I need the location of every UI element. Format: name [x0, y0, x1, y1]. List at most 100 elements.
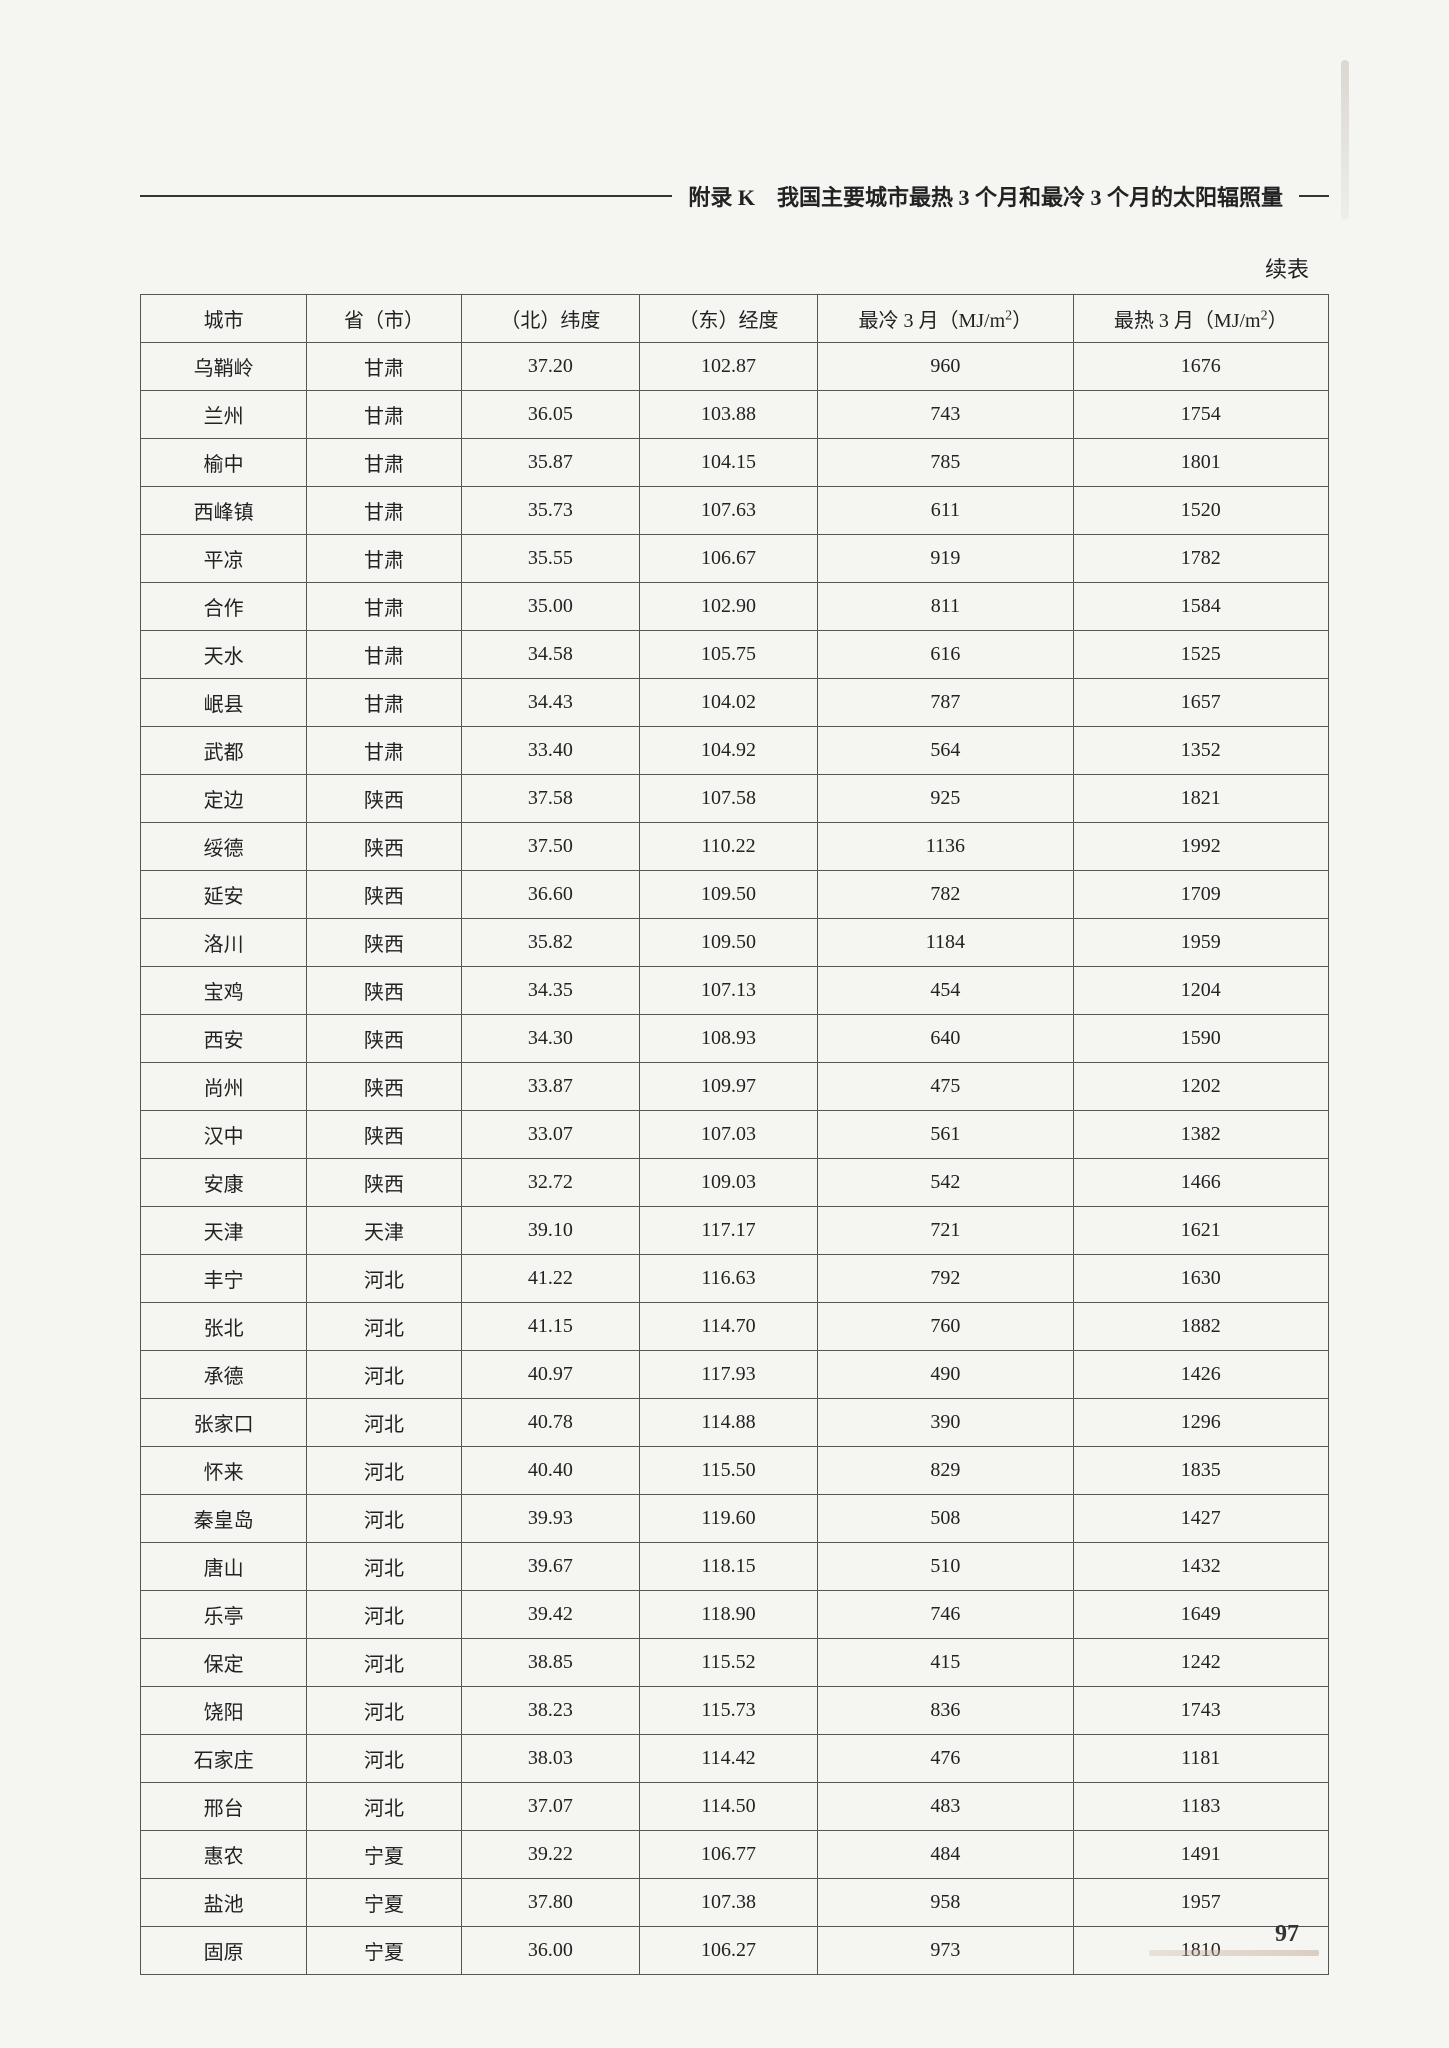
table-cell-hot: 1835: [1073, 1447, 1328, 1495]
table-cell-lat: 37.80: [461, 1879, 639, 1927]
table-cell-province: 甘肃: [307, 439, 461, 487]
column-header-coldest: 最冷 3 月（MJ/m2）: [818, 295, 1073, 343]
table-row: 张家口河北40.78114.883901296: [141, 1399, 1329, 1447]
table-row: 西峰镇甘肃35.73107.636111520: [141, 487, 1329, 535]
table-row: 兰州甘肃36.05103.887431754: [141, 391, 1329, 439]
table-cell-hot: 1801: [1073, 439, 1328, 487]
table-cell-lon: 108.93: [639, 1015, 817, 1063]
table-cell-province: 宁夏: [307, 1879, 461, 1927]
table-cell-hot: 1525: [1073, 631, 1328, 679]
table-cell-cold: 616: [818, 631, 1073, 679]
table-cell-cold: 811: [818, 583, 1073, 631]
table-cell-lon: 119.60: [639, 1495, 817, 1543]
table-cell-province: 河北: [307, 1543, 461, 1591]
table-row: 怀来河北40.40115.508291835: [141, 1447, 1329, 1495]
table-cell-city: 武都: [141, 727, 307, 775]
table-cell-province: 陕西: [307, 1063, 461, 1111]
table-cell-hot: 1520: [1073, 487, 1328, 535]
table-cell-lon: 114.42: [639, 1735, 817, 1783]
table-cell-cold: 1136: [818, 823, 1073, 871]
page-number-decoration: [1149, 1950, 1319, 1956]
table-cell-lat: 39.10: [461, 1207, 639, 1255]
table-cell-province: 河北: [307, 1735, 461, 1783]
table-cell-lon: 115.52: [639, 1639, 817, 1687]
table-cell-cold: 721: [818, 1207, 1073, 1255]
table-cell-province: 甘肃: [307, 583, 461, 631]
table-cell-city: 合作: [141, 583, 307, 631]
table-cell-lat: 37.20: [461, 343, 639, 391]
table-cell-city: 西峰镇: [141, 487, 307, 535]
table-cell-province: 甘肃: [307, 535, 461, 583]
table-cell-lat: 40.40: [461, 1447, 639, 1495]
table-cell-city: 宝鸡: [141, 967, 307, 1015]
table-cell-hot: 1959: [1073, 919, 1328, 967]
page-number: 97: [1275, 1921, 1299, 1948]
table-cell-lat: 33.07: [461, 1111, 639, 1159]
table-cell-city: 洛川: [141, 919, 307, 967]
table-cell-hot: 1427: [1073, 1495, 1328, 1543]
table-cell-lon: 104.92: [639, 727, 817, 775]
table-cell-city: 张北: [141, 1303, 307, 1351]
table-cell-province: 甘肃: [307, 727, 461, 775]
table-cell-lon: 107.03: [639, 1111, 817, 1159]
solar-radiation-table: 城市 省（市） （北）纬度 （东）经度 最冷 3 月（MJ/m2） 最热 3 月…: [140, 294, 1329, 1975]
table-cell-city: 饶阳: [141, 1687, 307, 1735]
table-header-row: 城市 省（市） （北）纬度 （东）经度 最冷 3 月（MJ/m2） 最热 3 月…: [141, 295, 1329, 343]
table-row: 石家庄河北38.03114.424761181: [141, 1735, 1329, 1783]
table-cell-city: 榆中: [141, 439, 307, 487]
table-cell-lon: 114.70: [639, 1303, 817, 1351]
table-cell-hot: 1202: [1073, 1063, 1328, 1111]
table-cell-hot: 1584: [1073, 583, 1328, 631]
table-cell-lat: 36.05: [461, 391, 639, 439]
binding-edge-decoration: [1341, 60, 1349, 220]
table-cell-lat: 39.93: [461, 1495, 639, 1543]
table-row: 饶阳河北38.23115.738361743: [141, 1687, 1329, 1735]
table-cell-lat: 40.97: [461, 1351, 639, 1399]
table-cell-cold: 454: [818, 967, 1073, 1015]
table-cell-city: 岷县: [141, 679, 307, 727]
table-cell-province: 陕西: [307, 1015, 461, 1063]
table-cell-city: 惠农: [141, 1831, 307, 1879]
table-cell-province: 陕西: [307, 919, 461, 967]
table-cell-lon: 114.50: [639, 1783, 817, 1831]
table-cell-lon: 109.50: [639, 871, 817, 919]
table-cell-cold: 960: [818, 343, 1073, 391]
table-cell-city: 天水: [141, 631, 307, 679]
table-cell-province: 陕西: [307, 775, 461, 823]
table-cell-lat: 37.50: [461, 823, 639, 871]
column-header-city: 城市: [141, 295, 307, 343]
table-cell-city: 怀来: [141, 1447, 307, 1495]
table-cell-cold: 490: [818, 1351, 1073, 1399]
table-cell-lat: 39.67: [461, 1543, 639, 1591]
table-row: 乐亭河北39.42118.907461649: [141, 1591, 1329, 1639]
table-cell-cold: 483: [818, 1783, 1073, 1831]
table-cell-city: 延安: [141, 871, 307, 919]
table-cell-lat: 35.73: [461, 487, 639, 535]
table-cell-lon: 109.97: [639, 1063, 817, 1111]
table-cell-hot: 1204: [1073, 967, 1328, 1015]
table-body: 乌鞘岭甘肃37.20102.879601676兰州甘肃36.05103.8874…: [141, 343, 1329, 1975]
table-cell-lat: 41.15: [461, 1303, 639, 1351]
table-cell-cold: 787: [818, 679, 1073, 727]
table-cell-lon: 118.15: [639, 1543, 817, 1591]
table-cell-hot: 1882: [1073, 1303, 1328, 1351]
table-cell-province: 河北: [307, 1351, 461, 1399]
table-cell-hot: 1242: [1073, 1639, 1328, 1687]
table-cell-hot: 1432: [1073, 1543, 1328, 1591]
table-cell-hot: 1754: [1073, 391, 1328, 439]
table-cell-province: 甘肃: [307, 631, 461, 679]
table-cell-hot: 1590: [1073, 1015, 1328, 1063]
table-cell-hot: 1491: [1073, 1831, 1328, 1879]
table-row: 乌鞘岭甘肃37.20102.879601676: [141, 343, 1329, 391]
table-cell-lat: 39.22: [461, 1831, 639, 1879]
table-cell-province: 陕西: [307, 1159, 461, 1207]
table-cell-lon: 106.67: [639, 535, 817, 583]
table-cell-city: 唐山: [141, 1543, 307, 1591]
table-cell-city: 盐池: [141, 1879, 307, 1927]
table-cell-city: 石家庄: [141, 1735, 307, 1783]
table-cell-city: 丰宁: [141, 1255, 307, 1303]
table-cell-city: 固原: [141, 1927, 307, 1975]
table-cell-province: 河北: [307, 1639, 461, 1687]
table-cell-lon: 115.50: [639, 1447, 817, 1495]
column-header-hottest: 最热 3 月（MJ/m2）: [1073, 295, 1328, 343]
